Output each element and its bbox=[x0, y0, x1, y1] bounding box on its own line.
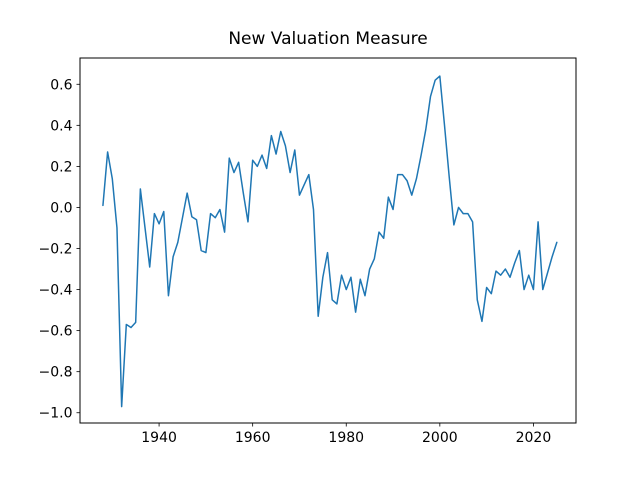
y-tick-label: −0.6 bbox=[39, 324, 73, 340]
y-tick-label: −0.2 bbox=[39, 242, 73, 258]
y-tick-label: 0.0 bbox=[50, 200, 72, 216]
y-tick-label: −1.0 bbox=[39, 406, 73, 422]
x-tick-label: 1940 bbox=[141, 430, 177, 446]
x-tick-label: 1980 bbox=[328, 430, 364, 446]
axes-frame bbox=[79, 57, 577, 424]
y-tick-label: 0.6 bbox=[50, 77, 72, 93]
x-tick-label: 2020 bbox=[516, 430, 552, 446]
x-tick-label: 1960 bbox=[235, 430, 271, 446]
chart-title: New Valuation Measure bbox=[228, 29, 427, 49]
y-tick-label: 0.2 bbox=[50, 159, 72, 175]
y-tick-label: −0.8 bbox=[39, 365, 73, 381]
x-tick-label: 2000 bbox=[422, 430, 458, 446]
axes-ticks: 1940 1960 1980 2000 2020 0.6 0.4 0.2 0.0 −0.2 −0.4… bbox=[39, 77, 552, 446]
data-series-layer bbox=[102, 75, 558, 408]
y-tick-label: 0.4 bbox=[50, 118, 72, 134]
valuation-measure-line bbox=[102, 75, 558, 408]
y-tick-label: −0.4 bbox=[39, 283, 73, 299]
